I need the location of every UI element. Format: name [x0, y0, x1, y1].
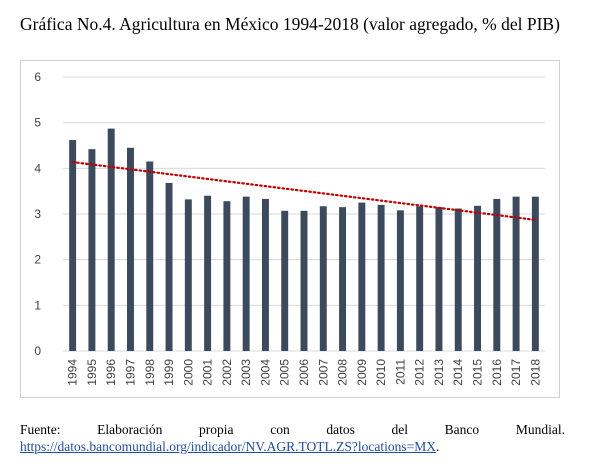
bar	[242, 196, 250, 351]
source-word: datos	[326, 422, 355, 437]
source-link-line: https://datos.bancomundial.org/indicador…	[20, 438, 565, 455]
bar	[261, 198, 269, 351]
x-tick-label: 2013	[432, 359, 446, 386]
x-tick-label: 1995	[85, 359, 99, 386]
bar	[300, 210, 308, 351]
bar	[88, 149, 96, 351]
source-link-period: .	[435, 439, 440, 454]
x-tick-label: 2000	[181, 359, 195, 386]
x-tick-label: 1997	[123, 359, 137, 386]
y-tick-label: 5	[34, 116, 41, 130]
chart-title: Gráfica No.4. Agricultura en México 1994…	[20, 14, 560, 34]
x-tick-label: 2014	[451, 359, 465, 386]
source-word: Elaboración	[97, 422, 163, 437]
bar	[454, 208, 462, 351]
x-tick-label: 2010	[374, 359, 388, 386]
x-tick-label: 2003	[239, 359, 253, 386]
x-tick-label: 2002	[220, 359, 234, 386]
bar	[184, 199, 192, 351]
source-word: con	[270, 422, 290, 437]
x-tick-label: 2006	[297, 359, 311, 386]
bar	[396, 210, 404, 351]
bar	[319, 206, 327, 351]
source-link[interactable]: https://datos.bancomundial.org/indicador…	[20, 439, 436, 454]
bar	[512, 196, 520, 351]
bar	[531, 196, 539, 351]
bar	[223, 201, 231, 351]
x-tick-label: 2007	[316, 359, 330, 386]
bar	[107, 128, 115, 351]
source-word: propia	[199, 422, 234, 437]
source-word: Fuente:	[20, 422, 61, 437]
bar	[377, 204, 385, 351]
bar	[339, 207, 347, 351]
x-tick-label: 2016	[490, 359, 504, 386]
source-word: Mundial.	[515, 422, 565, 437]
bar	[493, 198, 501, 351]
x-tick-label: 2001	[201, 359, 215, 386]
x-tick-label: 1999	[162, 359, 176, 386]
x-tick-label: 2017	[509, 359, 523, 386]
chart-area: 0 1 2 3 4 5 6 1994 1995 1996 1997 1998 1999 2000 2001 2…	[20, 60, 560, 398]
x-tick-label: 2012	[413, 359, 427, 386]
bar	[474, 205, 481, 351]
x-tick-label: 2011	[393, 359, 407, 385]
x-tick-label: 2005	[278, 359, 292, 386]
source-note: Fuente: Elaboración propia con datos del Banco…	[20, 421, 565, 455]
bar	[204, 195, 212, 351]
bar	[416, 206, 424, 351]
x-tick-label: 1998	[143, 359, 157, 386]
source-text: Fuente: Elaboración propia con datos del Banco…	[20, 421, 565, 438]
bar	[69, 140, 77, 351]
bar	[165, 182, 173, 351]
bar	[127, 147, 134, 351]
source-word: del	[391, 422, 409, 437]
x-tick-label: 2018	[528, 359, 542, 386]
y-tick-label: 2	[34, 253, 41, 267]
x-tick-label: 2015	[471, 359, 485, 386]
y-tick-label: 3	[34, 207, 41, 221]
bar	[358, 202, 366, 351]
x-tick-label: 2004	[258, 359, 272, 386]
source-word: Banco	[444, 422, 480, 437]
y-tick-label: 1	[34, 298, 41, 312]
bar-chart: 0 1 2 3 4 5 6 1994 1995 1996 1997 1998 1999 2000 2001 2…	[34, 70, 545, 386]
x-tick-label: 1996	[104, 359, 118, 386]
y-tick-label: 6	[34, 70, 41, 84]
x-tick-label: 1994	[66, 359, 80, 386]
x-tick-label: 2009	[355, 359, 369, 386]
bar	[281, 210, 289, 351]
y-tick-label: 4	[34, 161, 41, 175]
bar	[146, 161, 154, 351]
x-tick-label: 2008	[336, 359, 350, 386]
trendline	[71, 160, 537, 221]
y-tick-label: 0	[34, 344, 41, 358]
bar	[435, 207, 443, 351]
